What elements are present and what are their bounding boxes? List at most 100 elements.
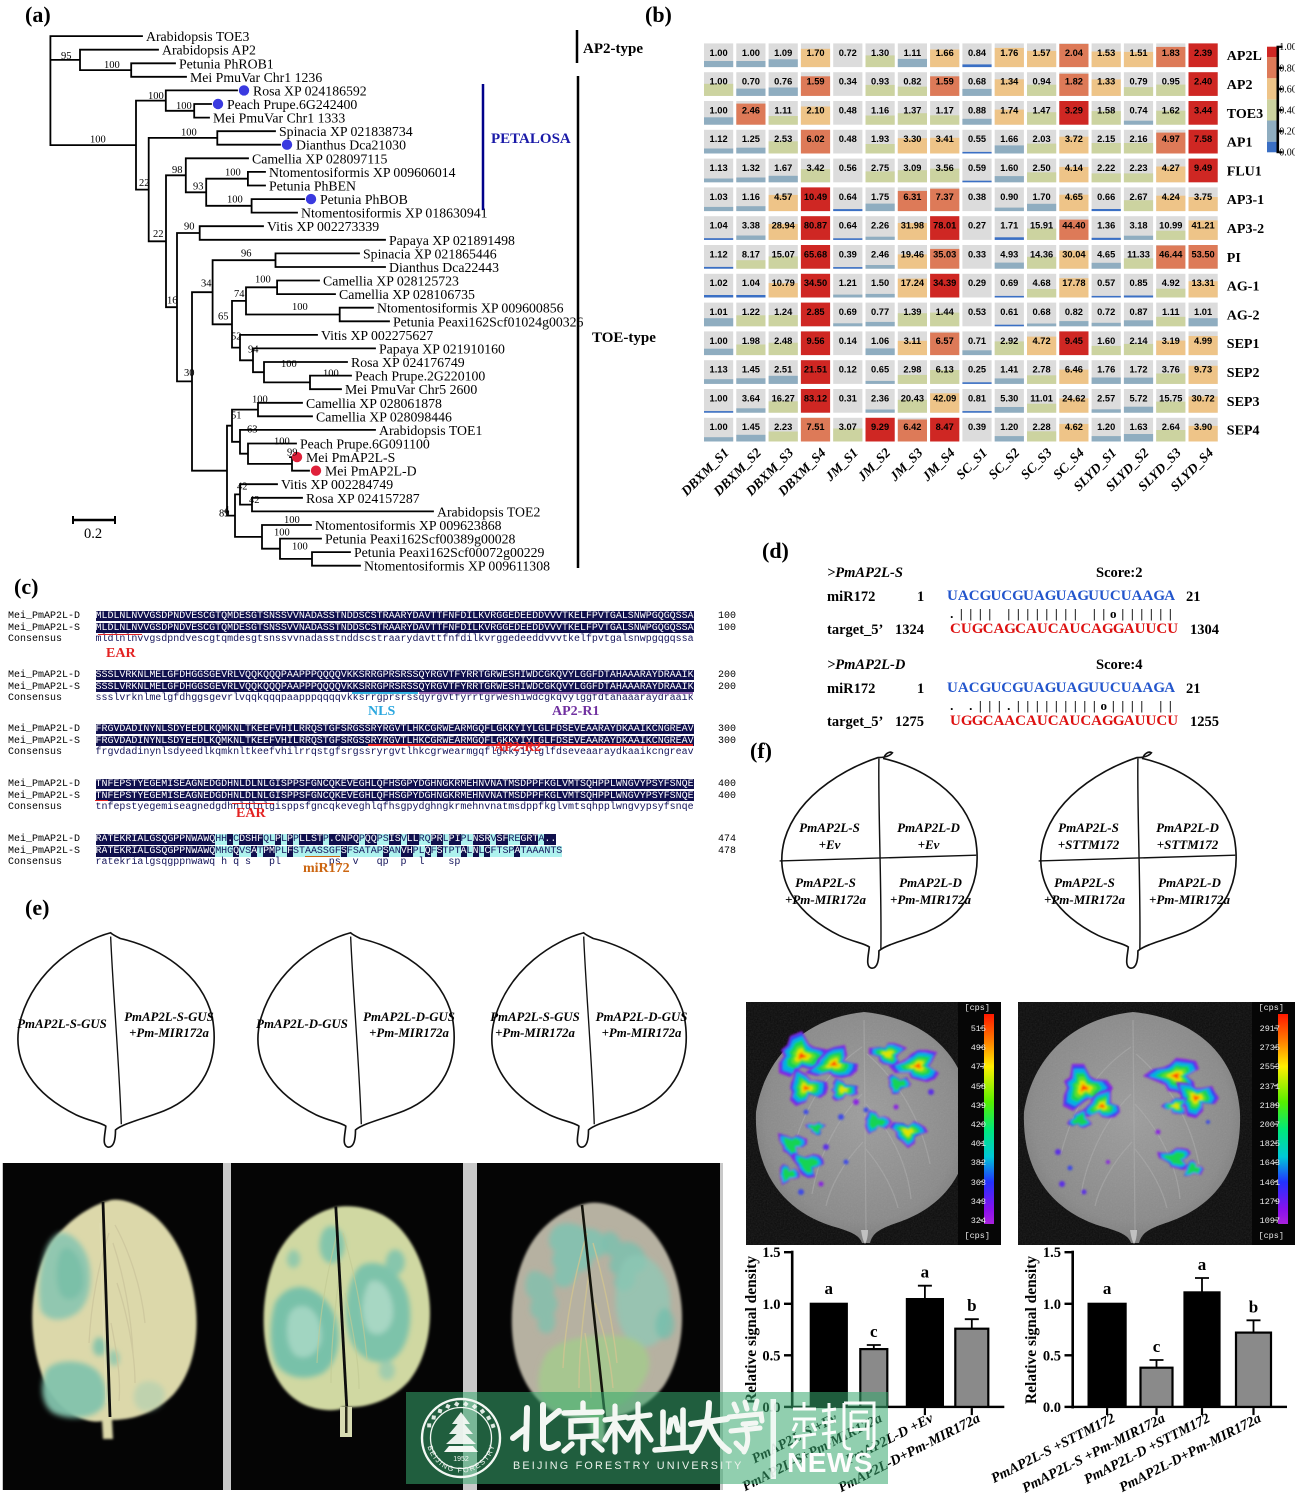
svg-text:2371: 2371 xyxy=(1260,1082,1280,1092)
svg-text:1279: 1279 xyxy=(1260,1197,1280,1207)
svg-text:1.57: 1.57 xyxy=(1033,48,1051,58)
svg-text:Arabidopsis AP2: Arabidopsis AP2 xyxy=(162,43,256,58)
svg-text:1.59: 1.59 xyxy=(806,77,824,87)
svg-text:1.70: 1.70 xyxy=(806,48,824,58)
svg-text:1.03: 1.03 xyxy=(710,192,728,202)
svg-text:3.76: 3.76 xyxy=(1162,365,1180,375)
svg-text:Rosa XP 024176749: Rosa XP 024176749 xyxy=(351,355,465,370)
svg-text:1.02: 1.02 xyxy=(710,278,728,288)
svg-text:1.32: 1.32 xyxy=(742,163,760,173)
svg-text:0.70: 0.70 xyxy=(742,77,760,87)
svg-text:80.87: 80.87 xyxy=(804,221,827,231)
svg-text:1.5: 1.5 xyxy=(762,1245,780,1261)
svg-text:7.58: 7.58 xyxy=(1194,134,1212,144)
svg-text:1.04: 1.04 xyxy=(710,221,729,231)
svg-text:1.30: 1.30 xyxy=(871,48,889,58)
svg-text:0.29: 0.29 xyxy=(968,278,986,288)
svg-text:Vitis XP 002284749: Vitis XP 002284749 xyxy=(281,477,393,492)
svg-text:Spinacia XP 021838734: Spinacia XP 021838734 xyxy=(279,124,413,139)
svg-text:1.16: 1.16 xyxy=(742,192,760,202)
svg-text:2.50: 2.50 xyxy=(1033,163,1051,173)
svg-text:Mei PmuVar Chr1 1236: Mei PmuVar Chr1 1236 xyxy=(190,70,322,85)
svg-text:4: 4 xyxy=(224,505,230,516)
svg-text:0.5: 0.5 xyxy=(1043,1348,1061,1364)
svg-text:4.57: 4.57 xyxy=(774,192,792,202)
svg-text:3.09: 3.09 xyxy=(903,163,921,173)
svg-text:9.45: 9.45 xyxy=(1065,336,1083,346)
svg-text:1.60: 1.60 xyxy=(1000,163,1018,173)
svg-text:Vitis XP 002275627: Vitis XP 002275627 xyxy=(321,328,433,343)
svg-text:1.13: 1.13 xyxy=(710,163,728,173)
svg-text:AP2-type: AP2-type xyxy=(583,41,643,57)
svg-text:9.73: 9.73 xyxy=(1194,365,1212,375)
svg-text:0.79: 0.79 xyxy=(1129,77,1147,87)
svg-text:34.39: 34.39 xyxy=(933,278,956,288)
svg-text:0.81: 0.81 xyxy=(968,393,986,403)
svg-text:0.34: 0.34 xyxy=(839,77,858,87)
svg-text:2.75: 2.75 xyxy=(871,163,889,173)
svg-text:[cps]: [cps] xyxy=(1258,1003,1284,1013)
svg-text:PETALOSA: PETALOSA xyxy=(491,131,571,147)
svg-text:1.75: 1.75 xyxy=(871,192,889,202)
svg-text:1.0: 1.0 xyxy=(762,1297,780,1313)
svg-text:1.98: 1.98 xyxy=(742,336,760,346)
svg-text:0.12: 0.12 xyxy=(839,365,857,375)
svg-text:100: 100 xyxy=(274,528,290,539)
svg-text:14.36: 14.36 xyxy=(1030,249,1053,259)
svg-text:3.42: 3.42 xyxy=(806,163,824,173)
svg-text:4.65: 4.65 xyxy=(1097,249,1115,259)
svg-text:96: 96 xyxy=(241,249,252,260)
svg-text:0.84: 0.84 xyxy=(968,48,987,58)
svg-text:Petunia PhBEN: Petunia PhBEN xyxy=(269,179,356,194)
svg-text:SEP4: SEP4 xyxy=(1227,424,1260,439)
svg-text:Mei PmAP2L-D: Mei PmAP2L-D xyxy=(325,464,417,479)
svg-text:1.22: 1.22 xyxy=(742,307,760,317)
svg-text:0.71: 0.71 xyxy=(968,336,986,346)
svg-text:1.82: 1.82 xyxy=(1065,77,1083,87)
svg-text:4.99: 4.99 xyxy=(1194,336,1212,346)
svg-text:4.24: 4.24 xyxy=(1162,192,1181,202)
svg-text:28.94: 28.94 xyxy=(772,221,796,231)
svg-text:1.53: 1.53 xyxy=(1097,48,1115,58)
svg-text:16: 16 xyxy=(167,295,178,306)
svg-text:BEIJING FORESTRY UNIVERSITY: BEIJING FORESTRY UNIVERSITY xyxy=(0,0,497,1475)
svg-text:Mei PmuVar Chr5 2600: Mei PmuVar Chr5 2600 xyxy=(345,382,477,397)
svg-text:1.44: 1.44 xyxy=(936,307,955,317)
svg-text:1.20: 1.20 xyxy=(1097,422,1115,432)
svg-text:17.78: 17.78 xyxy=(1062,278,1085,288)
svg-text:63: 63 xyxy=(247,425,258,436)
svg-text:3.44: 3.44 xyxy=(1194,105,1213,115)
svg-text:477: 477 xyxy=(971,1062,986,1072)
svg-text:1.12: 1.12 xyxy=(710,249,728,259)
svg-text:0.61: 0.61 xyxy=(1000,307,1018,317)
svg-text:6.31: 6.31 xyxy=(903,192,921,202)
svg-text:1.25: 1.25 xyxy=(742,134,760,144)
svg-text:6.13: 6.13 xyxy=(936,365,954,375)
svg-text:[cps]: [cps] xyxy=(1258,1231,1284,1241)
svg-text:0.74: 0.74 xyxy=(1129,105,1148,115)
svg-text:Dianthus Dca22443: Dianthus Dca22443 xyxy=(389,260,499,275)
svg-text:SEP2: SEP2 xyxy=(1227,366,1260,381)
svg-text:2.78: 2.78 xyxy=(1033,365,1051,375)
svg-text:BEIJING FORESTRY UNIVERSITY: BEIJING FORESTRY UNIVERSITY xyxy=(513,1460,744,1472)
svg-text:4.93: 4.93 xyxy=(1000,249,1018,259)
svg-text:1.66: 1.66 xyxy=(1000,134,1018,144)
svg-text:324: 324 xyxy=(971,1216,986,1226)
svg-text:42.09: 42.09 xyxy=(933,393,956,403)
svg-text:46.44: 46.44 xyxy=(1159,249,1183,259)
svg-text:Ntomentosiformis XP 009606014: Ntomentosiformis XP 009606014 xyxy=(269,165,456,180)
svg-text:13.31: 13.31 xyxy=(1191,278,1214,288)
svg-text:100: 100 xyxy=(252,395,268,406)
svg-text:1.00: 1.00 xyxy=(710,77,728,87)
svg-text:34: 34 xyxy=(201,279,212,290)
svg-text:5.72: 5.72 xyxy=(1129,393,1147,403)
svg-text:31.98: 31.98 xyxy=(901,221,924,231)
svg-text:100: 100 xyxy=(292,302,308,313)
svg-text:AP2: AP2 xyxy=(1227,78,1253,93)
svg-text:1.09: 1.09 xyxy=(774,48,792,58)
svg-text:[cps]: [cps] xyxy=(964,1003,990,1013)
svg-text:6.57: 6.57 xyxy=(936,336,954,346)
svg-text:1.58: 1.58 xyxy=(1097,105,1115,115)
svg-text:24.62: 24.62 xyxy=(1062,393,1085,403)
svg-text:0.40: 0.40 xyxy=(1279,106,1295,117)
